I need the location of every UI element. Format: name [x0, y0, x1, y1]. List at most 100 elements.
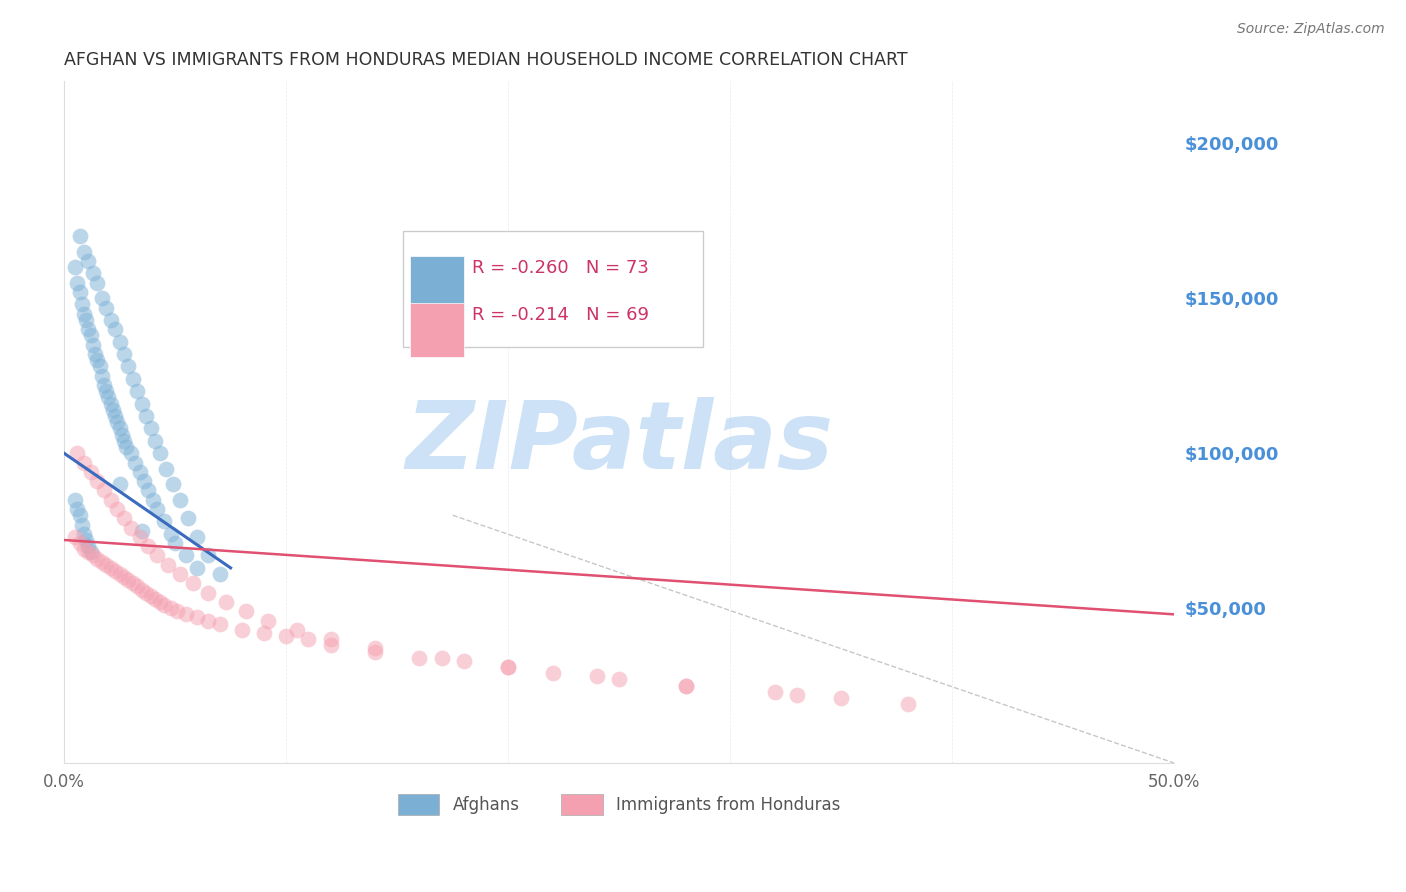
Point [135, 409, 157, 423]
Point [80, 328, 103, 343]
Point [66, 276, 89, 290]
Point [162, 477, 184, 491]
Point [127, 384, 149, 399]
Point [186, 561, 208, 575]
Point [208, 616, 231, 631]
Point [112, 347, 135, 361]
Point [96, 301, 118, 315]
Text: Source: ZipAtlas.com: Source: ZipAtlas.com [1237, 22, 1385, 37]
Point [138, 539, 160, 553]
FancyBboxPatch shape [411, 256, 464, 310]
Point [73, 244, 96, 259]
Point [104, 322, 127, 336]
Text: ZIPatlas: ZIPatlas [405, 397, 834, 489]
Point [100, 492, 122, 507]
Point [70, 297, 93, 311]
Point [90, 368, 112, 383]
Point [124, 456, 146, 470]
Point [148, 595, 170, 609]
Point [86, 353, 108, 368]
Point [897, 698, 920, 712]
Point [186, 610, 208, 624]
Point [77, 539, 100, 553]
Point [181, 576, 204, 591]
Point [197, 614, 219, 628]
Point [80, 545, 103, 559]
Point [430, 650, 453, 665]
Point [80, 465, 103, 479]
Point [364, 644, 387, 658]
Point [541, 666, 564, 681]
Point [105, 415, 128, 429]
Point [117, 359, 139, 374]
Point [122, 372, 145, 386]
Point [586, 669, 609, 683]
Point [128, 530, 150, 544]
Point [66, 446, 89, 460]
Point [82, 549, 104, 563]
Point [73, 526, 96, 541]
Point [128, 465, 150, 479]
Point [276, 629, 298, 643]
Point [174, 549, 197, 563]
Point [132, 474, 155, 488]
Point [169, 567, 191, 582]
Point [159, 601, 181, 615]
Point [143, 434, 166, 448]
Point [90, 555, 112, 569]
Point [197, 585, 219, 599]
Point [138, 483, 160, 498]
Point [77, 322, 100, 336]
Point [66, 502, 89, 516]
Point [197, 549, 219, 563]
Point [69, 536, 91, 550]
Point [131, 397, 153, 411]
Legend: Afghans, Immigrants from Honduras: Afghans, Immigrants from Honduras [389, 786, 849, 823]
Point [169, 492, 191, 507]
Point [131, 582, 153, 597]
Point [97, 391, 120, 405]
Point [120, 520, 142, 534]
Point [90, 291, 112, 305]
Text: R = -0.214   N = 69: R = -0.214 N = 69 [471, 306, 648, 324]
FancyBboxPatch shape [402, 231, 703, 347]
Point [235, 604, 257, 618]
Point [69, 229, 91, 244]
Point [253, 626, 276, 640]
Point [127, 579, 149, 593]
Text: R = -0.260   N = 73: R = -0.260 N = 73 [471, 260, 648, 277]
Point [69, 508, 91, 523]
Point [453, 654, 475, 668]
Point [86, 474, 108, 488]
Point [148, 446, 170, 460]
Point [146, 502, 169, 516]
Point [70, 517, 93, 532]
Point [139, 589, 162, 603]
Point [166, 604, 188, 618]
Point [607, 673, 630, 687]
Point [69, 285, 91, 299]
Point [108, 477, 131, 491]
Point [830, 691, 852, 706]
Point [496, 660, 519, 674]
Point [139, 421, 162, 435]
Point [675, 679, 697, 693]
Point [143, 591, 166, 606]
Point [155, 461, 177, 475]
Point [117, 574, 139, 588]
Point [73, 456, 96, 470]
Point [108, 567, 131, 582]
Point [257, 614, 280, 628]
Point [786, 688, 808, 702]
Point [120, 446, 142, 460]
Point [73, 307, 96, 321]
Point [153, 515, 176, 529]
Point [104, 564, 127, 578]
Point [93, 378, 115, 392]
Point [73, 542, 96, 557]
Point [319, 639, 342, 653]
Point [105, 502, 128, 516]
Point [84, 347, 107, 361]
Point [174, 607, 197, 622]
Point [763, 685, 786, 699]
